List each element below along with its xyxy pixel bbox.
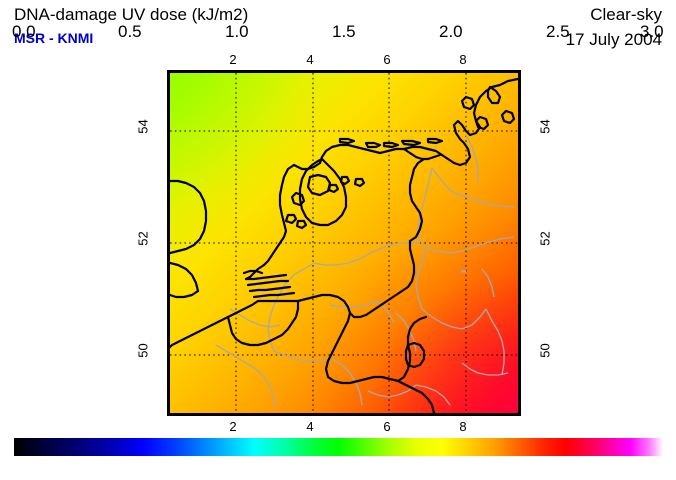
page-title: DNA-damage UV dose (kJ/m2): [14, 5, 249, 24]
colorbar-tick-5: 2.5: [546, 22, 570, 41]
map-geography-overlay: [170, 73, 518, 413]
administrative-borders: [215, 134, 515, 408]
axis-tick-bottom-2: 6: [383, 419, 391, 434]
colorbar-tick-4: 2.0: [439, 22, 463, 41]
minor-water-marks: [461, 270, 466, 273]
axis-tick-right-50: 50: [537, 343, 553, 358]
colorbar-tick-2: 1.0: [225, 22, 249, 41]
map-frame: [167, 70, 521, 416]
axis-tick-bottom-3: 8: [459, 419, 467, 434]
map-plot: 2 4 6 8 2 4 6 8 54 52 50 54 52 50: [136, 52, 553, 434]
coastline-paths: [170, 77, 518, 413]
axis-tick-right-52: 52: [537, 231, 553, 246]
axis-tick-top-1: 4: [306, 52, 314, 67]
colorbar-tick-6: 3.0: [640, 22, 664, 41]
uv-dose-field: [170, 73, 518, 413]
axis-tick-bottom-0: 2: [229, 419, 237, 434]
colorbar-tick-1: 0.5: [118, 22, 142, 41]
axis-tick-right-54: 54: [537, 119, 553, 134]
axis-tick-left-54: 54: [135, 119, 151, 134]
axis-tick-top-3: 8: [459, 52, 467, 67]
colorbar-tick-3: 1.5: [332, 22, 356, 41]
colorbar: [14, 438, 663, 456]
source-label: MSR - KNMI: [14, 30, 94, 46]
axis-tick-bottom-1: 4: [306, 419, 314, 434]
colorbar-gradient: [14, 438, 663, 456]
graticule-grid: [170, 73, 518, 413]
axis-tick-left-50: 50: [135, 343, 151, 358]
date-label: 17 July 2004: [565, 30, 662, 49]
axis-tick-top-2: 6: [383, 52, 391, 67]
colorbar-tick-0: 0.0: [12, 22, 36, 41]
axis-tick-left-52: 52: [135, 231, 151, 246]
condition-label: Clear-sky: [590, 5, 662, 24]
axis-tick-top-0: 2: [229, 52, 237, 67]
